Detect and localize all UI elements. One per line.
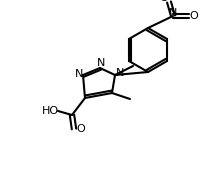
- Text: N: N: [169, 8, 177, 18]
- Text: N: N: [75, 69, 83, 79]
- Text: O: O: [77, 124, 85, 134]
- Text: HO: HO: [42, 106, 59, 116]
- Text: O: O: [190, 11, 198, 21]
- Text: O: O: [160, 0, 168, 3]
- Text: N: N: [116, 68, 124, 78]
- Text: N: N: [97, 58, 105, 68]
